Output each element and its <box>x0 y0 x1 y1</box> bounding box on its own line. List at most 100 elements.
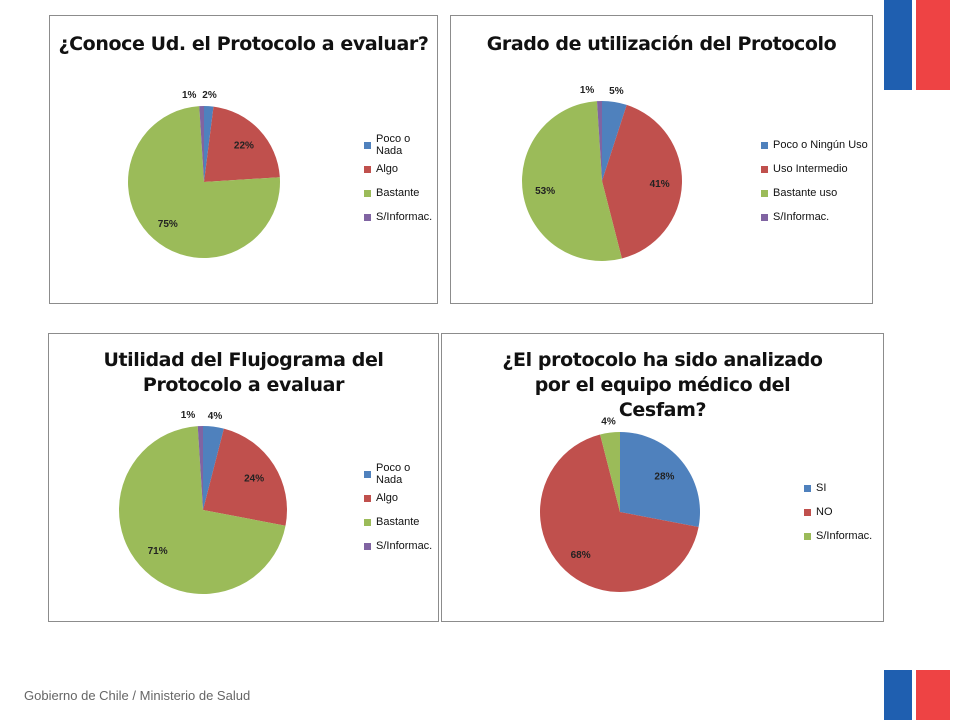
flag-blue-stripe <box>884 670 914 720</box>
pie-slice <box>203 428 287 526</box>
pie-slice <box>203 426 224 510</box>
legend-swatch <box>364 518 371 526</box>
pie-data-label: 1% <box>580 85 595 96</box>
legend-swatch <box>364 165 371 173</box>
legend-swatch <box>364 494 371 502</box>
legend-item: NO <box>804 500 872 524</box>
pie-data-label: 53% <box>535 186 555 197</box>
legend: Poco o Nada Algo Bastante S/Informac. <box>364 133 437 229</box>
legend-swatch <box>364 141 371 149</box>
pie-data-label: 4% <box>208 411 223 422</box>
legend-item: Bastante uso <box>761 181 868 205</box>
pie-data-label: 1% <box>182 90 197 101</box>
pie-slice <box>600 432 620 512</box>
pie-data-label: 68% <box>571 550 591 561</box>
legend-item: Poco o Nada <box>364 133 437 157</box>
legend-item: Bastante <box>364 181 437 205</box>
legend: Poco o Ningún Uso Uso Intermedio Bastant… <box>761 133 868 229</box>
pie-data-label: 1% <box>181 410 196 421</box>
legend-label: NO <box>816 506 833 518</box>
chart-panel-4: ¿El protocolo ha sido analizado por el e… <box>441 333 884 622</box>
pie-slice <box>118 426 286 595</box>
legend-swatch <box>804 508 811 516</box>
pie-data-label: 75% <box>158 219 178 230</box>
legend-swatch <box>804 484 811 492</box>
legend-swatch <box>761 189 768 197</box>
flag-blue-stripe <box>884 0 914 90</box>
pie-slice <box>539 434 699 592</box>
legend-label: Algo <box>376 163 399 175</box>
chart-title: Grado de utilización del Protocolo <box>486 33 837 55</box>
legend-label: S/Informac. <box>773 211 830 223</box>
legend-item: Algo <box>364 486 438 510</box>
pie-slice <box>602 101 627 181</box>
pie-data-label: 41% <box>650 179 670 190</box>
legend-swatch <box>761 165 768 173</box>
pie-slice <box>596 101 602 181</box>
legend: Poco o Nada Algo Bastante S/Informac. <box>364 462 438 558</box>
legend-label: S/Informac. <box>816 530 873 542</box>
legend-label: Poco o Nada <box>376 462 411 486</box>
legend-label: Uso Intermedio <box>773 163 848 175</box>
flag-white-stripe <box>912 670 916 720</box>
pie-chart-4: 28% 68% 4% <box>539 417 700 592</box>
flag-red-stripe <box>914 0 950 90</box>
pie-data-label: 4% <box>601 417 616 428</box>
legend-label: Bastante <box>376 187 420 199</box>
pie-data-label: 2% <box>202 90 217 101</box>
legend-swatch <box>364 470 371 478</box>
chart-panel-2: Grado de utilización del Protocolo 5% 41%… <box>450 15 873 304</box>
pie-slice <box>197 426 203 510</box>
flag-top-logo <box>884 0 950 90</box>
legend-label: S/Informac. <box>376 211 433 223</box>
legend-swatch <box>364 189 371 197</box>
pie-slice <box>602 104 682 259</box>
pie-data-label: 22% <box>234 141 254 152</box>
footer-text: Gobierno de Chile / Ministerio de Salud <box>24 688 251 703</box>
chart-title: Utilidad del Flujograma del Protocolo a … <box>103 349 384 396</box>
legend-swatch <box>364 542 371 550</box>
legend-item: S/Informac. <box>364 534 438 558</box>
flag-bottom-logo <box>884 670 950 720</box>
legend-label: Poco o Ningún Uso <box>773 139 868 151</box>
legend-label: Bastante uso <box>773 187 838 199</box>
legend-item: Uso Intermedio <box>761 157 868 181</box>
pie-data-label: 71% <box>148 546 168 557</box>
chart-title: ¿El protocolo ha sido analizado por el e… <box>502 349 823 421</box>
flag-red-stripe <box>914 670 950 720</box>
legend-item: S/Informac. <box>364 205 437 229</box>
pie-chart-3: 4% 24% 71% 1% <box>118 410 287 595</box>
pie-slice <box>204 106 280 182</box>
pie-data-label: 5% <box>609 86 624 97</box>
legend-item: Poco o Nada <box>364 462 438 486</box>
pie-data-label: 28% <box>654 471 674 482</box>
chart-panel-3: Utilidad del Flujograma del Protocolo a … <box>48 333 439 622</box>
pie-slice <box>522 101 622 262</box>
legend-label: Bastante <box>376 516 420 528</box>
legend-item: Poco o Ningún Uso <box>761 133 868 157</box>
legend-label: Poco o Nada <box>376 133 411 157</box>
legend-item: Algo <box>364 157 437 181</box>
pie-slice <box>620 432 700 527</box>
pie-chart-1: 2% 22% 75% 1% <box>127 90 280 259</box>
chart-title: ¿Conoce Ud. el Protocolo a evaluar? <box>58 33 429 55</box>
legend: SI NO S/Informac. <box>804 476 872 548</box>
legend-swatch <box>364 213 371 221</box>
legend-label: SI <box>816 482 827 494</box>
chart-panel-1: ¿Conoce Ud. el Protocolo a evaluar? 2% 22… <box>49 15 438 304</box>
pie-slice <box>127 106 280 259</box>
legend-item: S/Informac. <box>761 205 868 229</box>
legend-swatch <box>804 532 811 540</box>
pie-data-label: 24% <box>244 474 264 485</box>
legend-swatch <box>761 213 768 221</box>
legend-item: Bastante <box>364 510 438 534</box>
flag-white-stripe <box>912 0 916 90</box>
legend-swatch <box>761 141 768 149</box>
pie-chart-2: 5% 41% 53% 1% <box>522 85 682 262</box>
legend-label: S/Informac. <box>376 540 433 552</box>
legend-item: S/Informac. <box>804 524 872 548</box>
pie-slice <box>199 106 204 182</box>
pie-slice <box>204 106 214 182</box>
legend-label: Algo <box>376 492 399 504</box>
legend-item: SI <box>804 476 872 500</box>
